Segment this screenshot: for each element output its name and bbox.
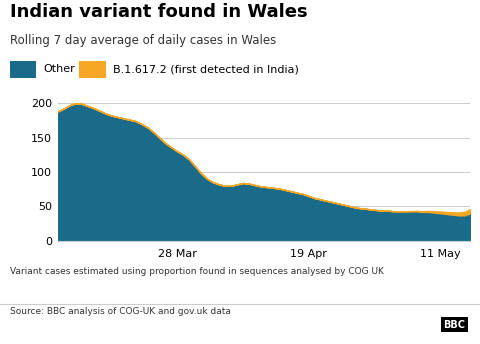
Bar	[79, 61, 106, 78]
Text: Source: BBC analysis of COG-UK and gov.uk data: Source: BBC analysis of COG-UK and gov.u…	[10, 308, 230, 316]
Text: Variant cases estimated using proportion found in sequences analysed by COG UK: Variant cases estimated using proportion…	[10, 267, 384, 276]
Text: Rolling 7 day average of daily cases in Wales: Rolling 7 day average of daily cases in …	[10, 34, 276, 47]
Text: B.1.617.2 (first detected in India): B.1.617.2 (first detected in India)	[113, 64, 299, 74]
Text: Other: Other	[43, 64, 75, 74]
Text: Indian variant found in Wales: Indian variant found in Wales	[10, 3, 307, 21]
Bar	[10, 61, 36, 78]
Text: BBC: BBC	[444, 320, 466, 330]
